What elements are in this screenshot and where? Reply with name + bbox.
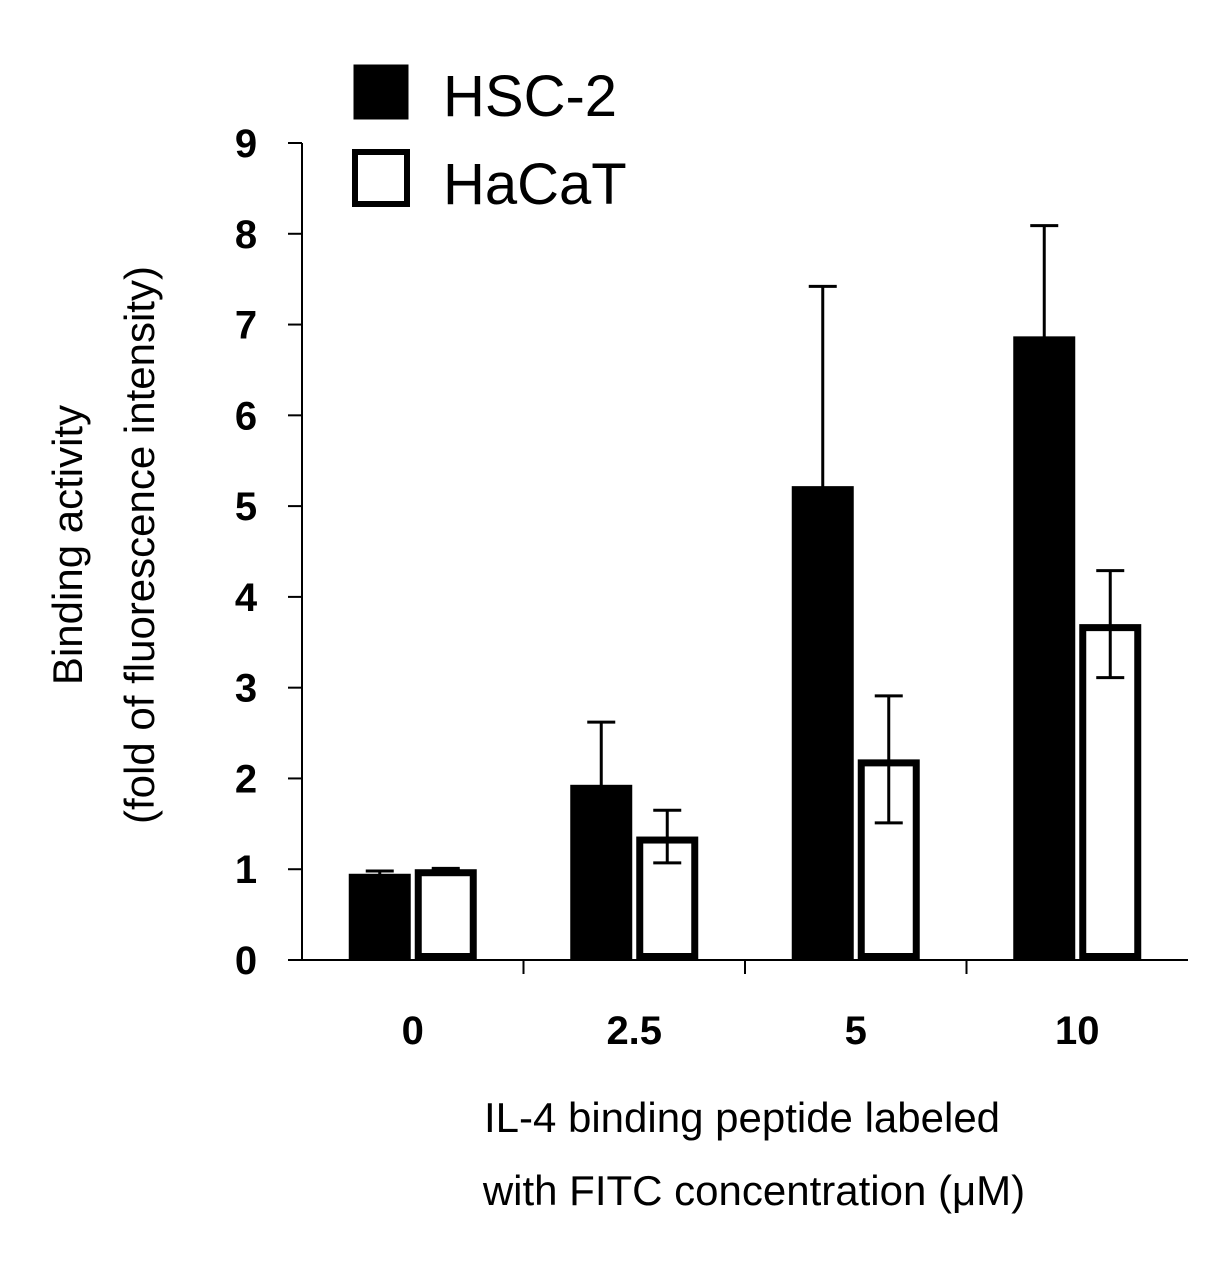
y-axis-label-line2: (fold of fluorescence intensity): [116, 266, 163, 824]
y-tick-label: 9: [235, 122, 257, 166]
legend-label-hsc2: HSC-2: [443, 64, 617, 129]
bar-hsc2: [348, 873, 411, 960]
x-axis-categories: 0 2.5 5 10: [402, 960, 1100, 1053]
bar-hacat: [414, 869, 477, 961]
y-tick-label: 2: [235, 757, 257, 801]
bar-marks: [348, 224, 1142, 961]
legend-label-hacat: HaCaT: [443, 152, 627, 217]
y-axis-label-line1: Binding activity: [44, 405, 91, 685]
x-tick-label: 2.5: [606, 1009, 662, 1053]
y-axis-ticks: 0 1 2 3 4 5 6 7 8 9: [235, 122, 302, 983]
x-axis-label-line1: IL-4 binding peptide labeled: [484, 1094, 1000, 1141]
y-tick-label: 3: [235, 667, 257, 711]
x-axis-label-line2: with FITC concentration (μM): [482, 1167, 1025, 1214]
legend-swatch-hacat: [352, 149, 410, 207]
y-tick-label: 8: [235, 213, 257, 257]
y-tick-label: 7: [235, 304, 257, 348]
legend: HSC-2 HaCaT: [352, 64, 627, 217]
y-tick-label: 6: [235, 394, 257, 438]
bar-hacat: [1079, 624, 1142, 960]
x-tick-label: 10: [1055, 1009, 1100, 1053]
y-tick-label: 1: [235, 848, 257, 892]
legend-swatch-hsc2: [353, 64, 409, 120]
y-tick-label: 5: [235, 485, 257, 529]
y-tick-label: 4: [235, 576, 258, 620]
x-tick-label: 0: [402, 1009, 424, 1053]
y-tick-label: 0: [235, 939, 257, 983]
x-tick-label: 5: [845, 1009, 867, 1053]
